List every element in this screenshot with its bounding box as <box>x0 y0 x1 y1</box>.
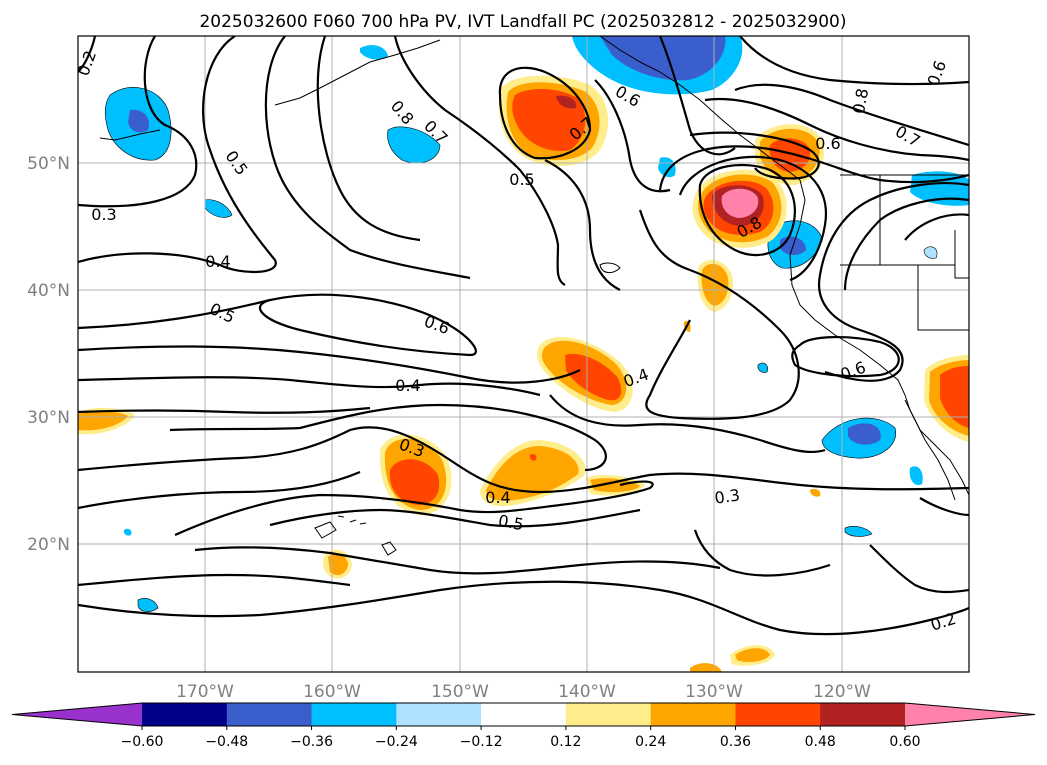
positive-anomaly-core <box>389 459 440 505</box>
negative-anomaly-area <box>204 199 233 218</box>
colorbar-tick-label: −0.12 <box>460 734 503 750</box>
lon-label-120w: 120°W <box>813 682 871 702</box>
lat-label-20n: 20°N <box>27 535 70 555</box>
negative-anomaly-area <box>844 526 873 537</box>
positive-anomaly-core <box>769 138 811 172</box>
gridlines <box>78 36 969 672</box>
negative-anomaly-area <box>387 126 441 164</box>
contour-label: 0.3 <box>713 485 741 507</box>
map-panel: 0.2 0.3 0.4 0.5 0.5 0.8 0.7 0.5 0.7 0.6 … <box>77 35 970 673</box>
lon-label-150w: 150°W <box>431 682 489 702</box>
negative-anomaly-area <box>923 246 938 259</box>
negative-anomaly-area <box>910 171 969 206</box>
colorbar: −0.60 −0.48 −0.36 −0.24 −0.12 0.12 0.24 0.36 0.4… <box>11 702 1036 750</box>
positive-anomaly-area <box>701 263 729 306</box>
lat-label-30n: 30°N <box>27 408 70 428</box>
contour-label: 0.5 <box>497 511 525 534</box>
contour-label: 0.4 <box>205 252 230 271</box>
colorbar-tick-label: 0.36 <box>720 734 751 750</box>
negative-anomaly-area <box>658 157 676 178</box>
shading-layer <box>78 36 969 672</box>
colorbar-tick-label: 0.24 <box>635 734 666 750</box>
colorbar-tick-label: 0.48 <box>805 734 836 750</box>
positive-anomaly-core <box>940 365 969 428</box>
contour-label: 0.4 <box>395 376 420 395</box>
positive-anomaly-peak <box>529 453 537 461</box>
positive-anomaly-area <box>590 478 640 493</box>
colorbar-segment <box>226 703 313 726</box>
colorbar-segment <box>735 703 821 726</box>
contour-label: 0.5 <box>509 170 534 189</box>
map-border <box>77 35 970 673</box>
colorbar-tick-label: −0.36 <box>290 734 333 750</box>
contour-label: 0.6 <box>815 134 840 153</box>
positive-anomaly-area <box>486 446 579 501</box>
map-title: 2025032600 F060 700 hPa PV, IVT Landfall… <box>199 12 846 32</box>
negative-anomaly-core <box>128 109 150 133</box>
lon-label-140w: 140°W <box>558 682 616 702</box>
negative-anomaly-area <box>123 528 132 536</box>
positive-anomaly-area <box>735 648 770 663</box>
coastlines <box>99 36 969 556</box>
colorbar-segment <box>565 703 652 726</box>
positive-anomaly-area <box>328 553 348 576</box>
negative-anomaly-core <box>848 423 881 445</box>
lat-label-50n: 50°N <box>27 154 70 174</box>
colorbar-extend-min <box>12 703 142 726</box>
lon-label-130w: 130°W <box>685 682 743 702</box>
colorbar-segment <box>481 703 567 726</box>
lon-label-160w: 160°W <box>303 682 361 702</box>
pv-contours <box>78 36 969 636</box>
longitude-labels: 170°W 160°W 150°W 140°W 130°W 120°W <box>176 682 871 702</box>
latitude-labels: 50°N 40°N 30°N 20°N <box>27 154 70 555</box>
lat-label-40n: 40°N <box>27 281 70 301</box>
negative-anomaly-area <box>909 466 923 486</box>
positive-anomaly-core <box>565 353 622 401</box>
colorbar-segment <box>650 703 736 726</box>
positive-anomaly-max <box>721 188 759 218</box>
colorbar-segment <box>396 703 482 726</box>
contour-label: 0.4 <box>485 488 510 507</box>
colorbar-segment <box>142 703 228 726</box>
colorbar-extend-max <box>905 703 1035 726</box>
contour-label: 0.8 <box>849 87 872 115</box>
negative-anomaly-area <box>137 598 159 612</box>
colorbar-tick-label: 0.60 <box>889 734 920 750</box>
colorbar-tick-label: 0.12 <box>550 734 581 750</box>
positive-anomaly-area <box>78 411 128 431</box>
colorbar-tick-label: −0.48 <box>205 734 248 750</box>
colorbar-tick-label: −0.60 <box>121 734 164 750</box>
colorbar-tick-label: −0.24 <box>375 734 418 750</box>
contour-label: 0.3 <box>91 205 116 224</box>
lon-label-170w: 170°W <box>176 682 234 702</box>
colorbar-segment <box>820 703 906 726</box>
colorbar-segment <box>311 703 397 726</box>
positive-anomaly-peak <box>556 95 577 109</box>
positive-anomaly-area <box>810 488 821 497</box>
negative-anomaly-core <box>600 36 726 81</box>
negative-anomaly-area <box>360 45 388 60</box>
negative-anomaly-area <box>757 362 768 373</box>
